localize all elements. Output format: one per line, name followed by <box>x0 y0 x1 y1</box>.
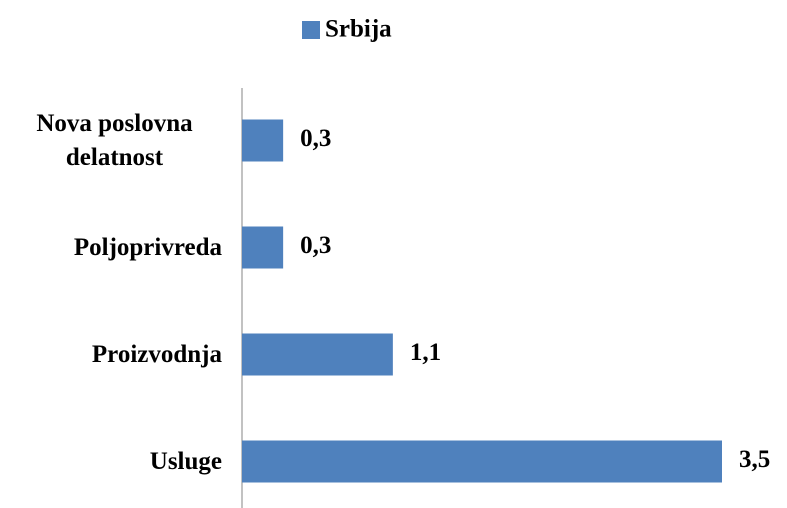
value-label: 3,5 <box>739 446 770 473</box>
value-label: 0,3 <box>300 232 331 259</box>
category-label: Poljoprivreda <box>73 233 222 261</box>
category-label: Nova poslovna delatnost <box>36 109 193 171</box>
bar <box>242 440 722 483</box>
category-label: Usluge <box>149 447 222 475</box>
bar <box>242 119 284 162</box>
bar <box>242 333 393 376</box>
legend-swatch <box>302 21 320 39</box>
bar <box>242 226 284 269</box>
category-label: Proizvodnja <box>91 340 222 368</box>
value-label: 0,3 <box>300 125 331 152</box>
value-label: 1,1 <box>410 339 441 366</box>
legend-label: Srbija <box>325 16 392 43</box>
